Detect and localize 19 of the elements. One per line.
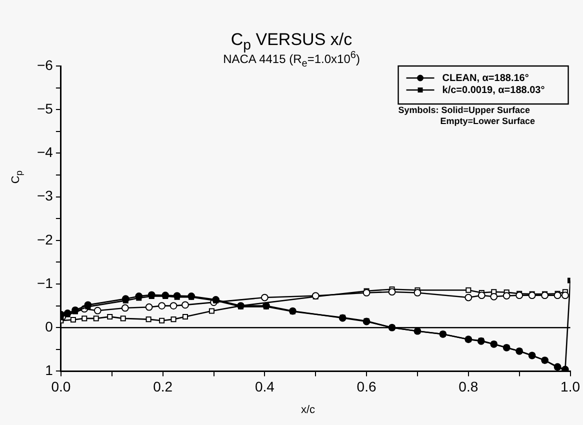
- y-tick-label: −3: [36, 188, 54, 204]
- y-tick-label: −4: [36, 144, 54, 160]
- x-tick-label: 0.0: [51, 378, 71, 394]
- x-tick-label: 0.4: [254, 378, 275, 394]
- y-tick-label: 0: [45, 318, 54, 334]
- x-tick-label: 0.8: [458, 378, 478, 394]
- annotation: Symbols: Solid=Upper Surface: [398, 104, 530, 115]
- legend-label: CLEAN, α=188.16°: [442, 72, 529, 84]
- y-tick-label: −1: [36, 274, 54, 291]
- legend-label: k/c=0.0019, α=188.03°: [442, 84, 545, 96]
- x-tick-label: 0.2: [153, 378, 173, 394]
- y-tick-label: −5: [36, 100, 54, 116]
- annotation: Empty=Lower Surface: [440, 116, 536, 126]
- x-tick-label: 1.0: [560, 378, 580, 394]
- y-tick-label: −6: [36, 56, 54, 73]
- x-axis-title: x/c: [300, 404, 316, 416]
- y-tick-label: −2: [36, 231, 54, 248]
- y-tick-label: 1: [45, 362, 54, 378]
- x-tick-label: 0.6: [356, 378, 376, 394]
